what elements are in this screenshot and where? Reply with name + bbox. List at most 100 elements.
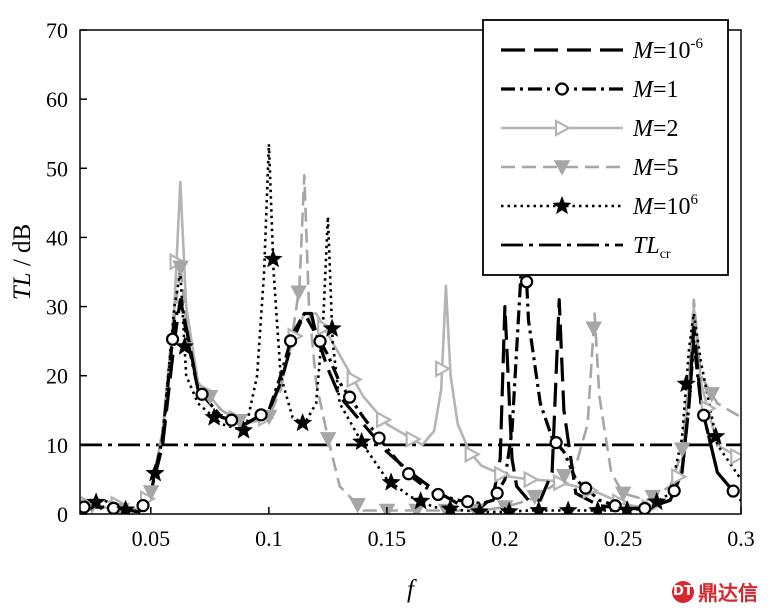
legend-label-1: M=1: [632, 77, 679, 103]
legend-marker-3: [553, 160, 571, 176]
series-point-2: [671, 467, 688, 486]
y-tick-label: 40: [46, 225, 68, 250]
series-point-1: [726, 484, 740, 498]
series-point-4: [529, 500, 549, 514]
series-point-4: [233, 420, 254, 439]
series-point-1: [608, 499, 622, 513]
series-point-4: [440, 498, 460, 514]
series-point-1: [136, 498, 150, 513]
series-point-3: [172, 260, 189, 276]
x-tick-label: 0.05: [132, 526, 171, 551]
series-point-1: [80, 500, 91, 514]
series-point-4: [381, 472, 401, 491]
series-point-1: [638, 501, 652, 514]
series-point-1: [254, 408, 268, 422]
series-point-1: [579, 481, 593, 495]
series-point-1: [697, 408, 711, 422]
legend: M=10-6 M=1 M=2 M=5 M=106 TLcr: [482, 19, 729, 276]
series-point-1: [342, 390, 357, 404]
x-axis-title: f: [407, 576, 417, 603]
series-point-4: [588, 500, 608, 514]
series-point-2: [376, 410, 393, 429]
series-point-4: [145, 463, 165, 482]
legend-label-2: M=2: [632, 116, 679, 142]
series-point-3: [142, 485, 160, 501]
y-tick-label: 10: [46, 433, 68, 458]
legend-item: M=5: [501, 155, 679, 181]
series-point-4: [469, 501, 490, 514]
series-point-3: [555, 469, 573, 485]
series-point-2: [523, 470, 540, 489]
plot-frame: [79, 29, 742, 515]
y-tick-label: 30: [46, 295, 68, 320]
series-point-1: [520, 275, 534, 289]
marker-layer: [80, 248, 741, 514]
series-point-3: [673, 442, 691, 458]
legend-label-0: M=10-6: [632, 36, 704, 64]
legend-label-tl-cr: TLcr: [633, 233, 671, 262]
series-point-3: [290, 285, 307, 301]
series-point-4: [647, 491, 667, 511]
series-point-1: [549, 436, 563, 450]
series-point-4: [410, 490, 431, 510]
series-point-1: [283, 334, 298, 348]
series-point-3: [526, 489, 543, 506]
series-point-4: [292, 412, 313, 432]
legend-box: [482, 19, 729, 276]
x-tick-label: 0.2: [491, 526, 519, 551]
x-tick-label: 0.15: [368, 526, 407, 551]
series-point-4: [706, 426, 726, 445]
watermark-logo-icon: DT: [672, 580, 694, 603]
y-tick-label: 50: [46, 156, 68, 181]
series-point-1: [461, 495, 475, 509]
series-point-2: [464, 445, 481, 464]
series-point-4: [676, 373, 696, 393]
series-point-4: [351, 431, 372, 451]
series-point-1: [372, 431, 386, 445]
x-tick-label: 0.3: [727, 526, 755, 551]
series-point-2: [494, 465, 511, 484]
series-point-4: [558, 500, 578, 514]
legend-item: M=106: [501, 192, 699, 220]
y-tick-label: 20: [46, 364, 68, 389]
legend-marker-1: [555, 82, 569, 96]
axes-layer: 0 10 20 30 40 50 60 70 0.05 0.1 0.15 0.2 0.25 0.3 f TL …: [9, 18, 755, 603]
legend-item: TLcr: [501, 233, 671, 262]
series-point-1: [402, 467, 416, 481]
series-point-2: [405, 430, 422, 449]
series-point-4: [204, 407, 224, 426]
series-point-4: [322, 318, 342, 337]
y-axis-title: TL / dB: [9, 224, 36, 300]
series-point-3: [585, 321, 602, 337]
series-point-3: [703, 387, 720, 403]
series-point-1: [165, 332, 180, 346]
series-point-1: [195, 387, 209, 401]
watermark-text: 鼎达信: [698, 581, 758, 605]
series-point-1: [667, 484, 681, 498]
series-point-2: [553, 473, 570, 492]
series-point-2: [730, 447, 741, 466]
series-point-4: [263, 248, 283, 268]
y-tick-label: 0: [57, 502, 68, 527]
series-point-2: [435, 359, 452, 378]
y-tick-label: 70: [46, 18, 68, 43]
legend-label-3: M=5: [632, 155, 679, 181]
series-point-1: [490, 486, 504, 500]
series-point-3: [319, 432, 337, 448]
series-point-1: [224, 413, 239, 427]
series-point-3: [614, 486, 632, 502]
series-point-1: [106, 501, 121, 514]
series-point-1: [313, 334, 327, 348]
legend-item: M=1: [501, 77, 679, 103]
y-tick-label: 60: [46, 87, 68, 112]
x-tick-label: 0.1: [255, 526, 283, 551]
x-tick-label: 0.25: [604, 526, 643, 551]
series-point-4: [86, 492, 106, 511]
legend-marker-2: [554, 119, 572, 137]
series-point-2: [346, 370, 363, 389]
legend-label-4: M=106: [632, 192, 699, 220]
legend-item: M=2: [501, 116, 679, 142]
legend-item: M=10-6: [501, 36, 704, 64]
series-point-1: [431, 487, 445, 502]
